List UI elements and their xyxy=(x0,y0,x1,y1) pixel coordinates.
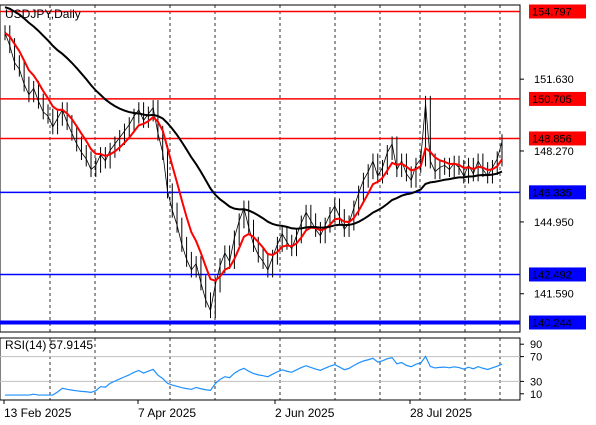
rsi-panel xyxy=(0,337,521,401)
level-badge-4 xyxy=(529,267,586,282)
level-label-3: 146.335 xyxy=(532,187,572,199)
rsi-levels xyxy=(0,356,520,382)
level-badge-0 xyxy=(529,4,586,19)
rsi-tick-label-2: 30 xyxy=(530,376,542,388)
level-label-1: 150.705 xyxy=(532,94,572,106)
date-label-2: 2 Jun 2025 xyxy=(275,406,335,420)
short-moving-average-line xyxy=(4,31,503,282)
level-badge-5 xyxy=(529,315,586,330)
date-label-1: 7 Apr 2025 xyxy=(138,406,196,420)
price-axis: 154.797 150.705 148.856 146.335 142.492 140.2… xyxy=(520,4,586,330)
long-moving-average-line xyxy=(4,6,503,230)
level-badge-3 xyxy=(529,185,586,200)
rsi-series xyxy=(5,355,503,396)
price-tick-label-2: 144.950 xyxy=(534,217,574,229)
level-badge-2 xyxy=(529,131,586,146)
price-levels xyxy=(0,10,520,325)
price-tick-label-0: 151.630 xyxy=(534,74,574,86)
date-label-3: 28 Jul 2025 xyxy=(410,406,472,420)
chart-title: USDJPY,Daily xyxy=(5,7,81,21)
date-axis: 13 Feb 2025 7 Apr 2025 2 Jun 2025 28 Jul 20… xyxy=(3,400,472,420)
price-series xyxy=(4,6,503,319)
level-label-5: 140.244 xyxy=(532,318,572,330)
price-tick-label-1: 148.270 xyxy=(534,146,574,158)
level-label-4: 142.492 xyxy=(532,269,572,281)
rsi-title: RSI(14) 57.9145 xyxy=(5,338,93,352)
level-badge-1 xyxy=(529,91,586,106)
level-label-2: 148.856 xyxy=(532,133,572,145)
price-tick-label-3: 141.590 xyxy=(534,289,574,301)
rsi-tick-label-3: 10 xyxy=(530,389,542,401)
price-line xyxy=(4,32,503,312)
level-label-0: 154.797 xyxy=(532,6,572,18)
price-panel xyxy=(0,4,521,333)
rsi-line xyxy=(5,355,503,396)
date-label-0: 13 Feb 2025 xyxy=(4,406,72,420)
rsi-tick-label-1: 70 xyxy=(530,352,542,364)
rsi-tick-label-0: 90 xyxy=(530,339,542,351)
